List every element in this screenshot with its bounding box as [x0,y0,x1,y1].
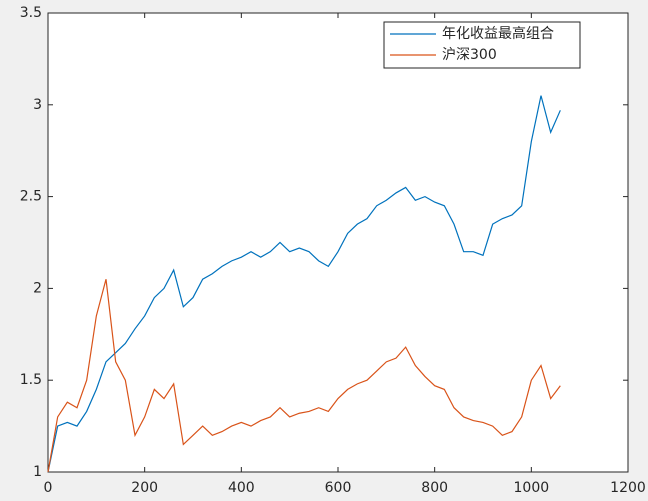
y-tick-label: 2 [33,280,42,296]
y-tick-label: 3 [33,97,42,113]
x-tick-label: 600 [325,480,352,496]
x-tick-label: 1200 [610,480,646,496]
x-tick-label: 200 [131,480,158,496]
series-line [47,95,561,473]
x-tick-label: 400 [228,480,255,496]
x-tick-label: 0 [44,480,53,496]
series-line [47,279,561,473]
legend-label: 年化收益最高组合 [442,25,554,42]
legend-label: 沪深300 [442,47,497,63]
y-tick-label: 3.5 [20,5,42,21]
x-tick-label: 1000 [514,480,550,496]
y-tick-label: 1 [33,464,42,480]
y-tick-label: 2.5 [20,189,42,205]
y-tick-label: 1.5 [20,372,42,388]
plot-area [47,12,629,473]
x-tick-label: 800 [421,480,448,496]
legend-box [383,21,581,69]
